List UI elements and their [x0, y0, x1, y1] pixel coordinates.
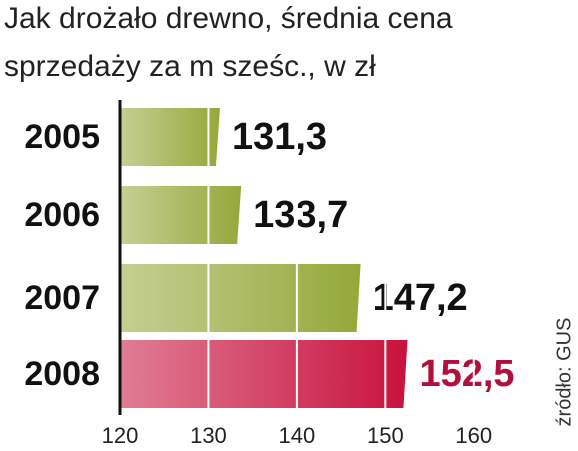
- bar: [120, 264, 361, 332]
- category-label: 2008: [24, 355, 100, 393]
- chart-title-line-2: sprzedaży za m sześc., w zł: [4, 50, 376, 83]
- x-tick-label: 140: [279, 423, 316, 448]
- category-label: 2005: [24, 118, 100, 156]
- category-label: 2007: [24, 279, 100, 317]
- category-label: 2006: [24, 196, 100, 234]
- x-tick-label: 160: [455, 423, 492, 448]
- bar: [120, 186, 242, 244]
- x-tick-label: 130: [190, 423, 227, 448]
- bar: [120, 340, 408, 408]
- bar: [120, 108, 220, 166]
- value-label: 147,2: [373, 277, 468, 319]
- x-tick-label: 150: [367, 423, 404, 448]
- source-note: źródło: GUS: [553, 318, 575, 427]
- value-label: 131,3: [232, 116, 327, 158]
- x-tick-label: 120: [102, 423, 139, 448]
- chart-title-line-1: Jak drożało drewno, średnia cena: [4, 2, 453, 35]
- value-label: 133,7: [253, 194, 348, 236]
- value-label: 152,5: [419, 353, 514, 395]
